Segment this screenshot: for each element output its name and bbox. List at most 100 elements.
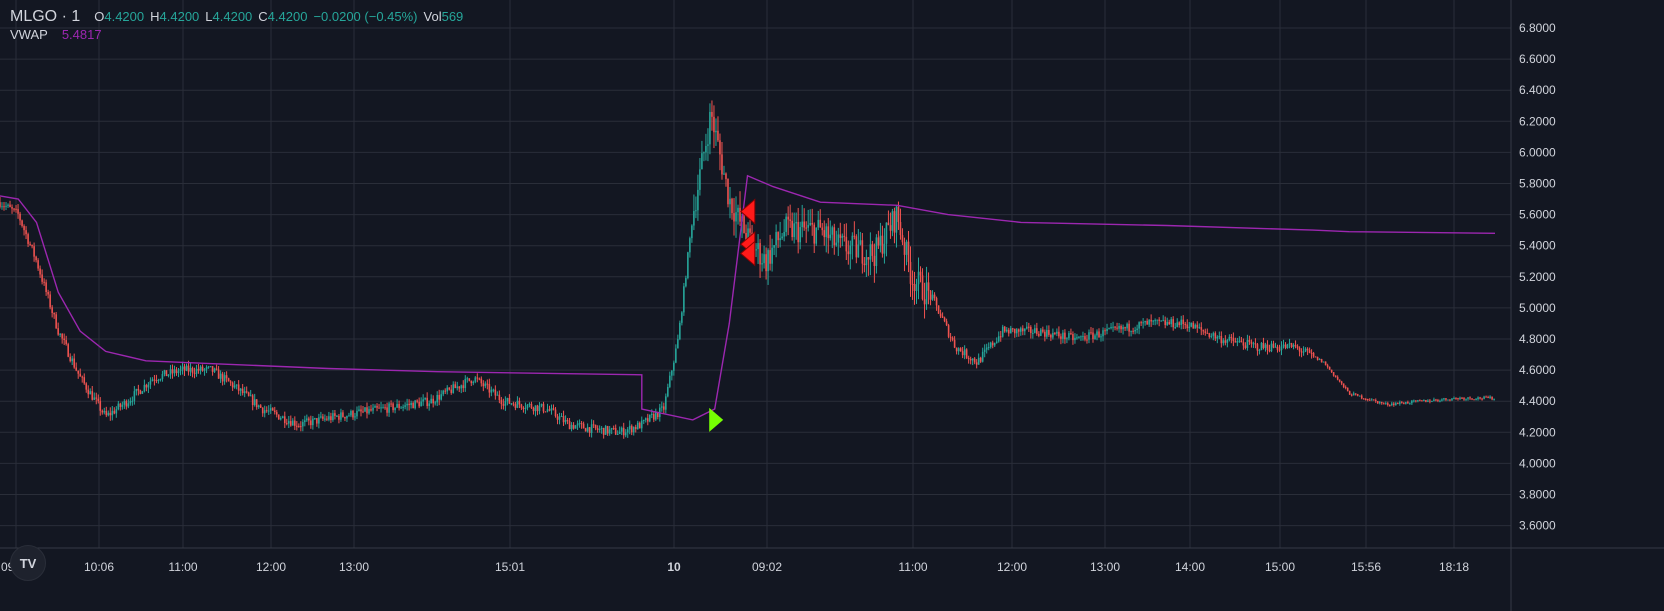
candle-body (285, 423, 288, 425)
candle-body (175, 369, 178, 374)
candle-body (1437, 400, 1439, 402)
candle-body (921, 275, 924, 300)
candle-body (1068, 333, 1070, 339)
candle-body (332, 413, 334, 421)
candle-body (161, 374, 164, 380)
candle-body (634, 427, 637, 430)
candle-body (300, 426, 302, 428)
tradingview-logo-icon[interactable]: TV (10, 545, 46, 581)
candle-body (1132, 330, 1134, 332)
high-value: 4.4200 (159, 9, 200, 24)
candle-body (344, 416, 346, 419)
candle-body (630, 425, 633, 433)
candle-body (809, 222, 812, 225)
candle-body (1058, 331, 1060, 337)
candle-body (644, 418, 647, 420)
candle-body (1188, 326, 1191, 329)
candle-body (149, 381, 152, 385)
candle-body (777, 232, 779, 241)
candle-body (997, 336, 1000, 342)
candle-body (314, 418, 316, 420)
candle-body (41, 274, 43, 282)
candle-body (841, 235, 844, 238)
candle-body (1048, 329, 1050, 335)
candle-body (43, 281, 45, 283)
candle-body (1302, 351, 1305, 353)
candle-body (628, 425, 631, 430)
candle-body (9, 204, 11, 208)
candle-body (773, 245, 775, 248)
candle-body (203, 369, 206, 371)
candle-body (171, 369, 174, 374)
candle-body (913, 284, 916, 292)
candle-body (153, 379, 156, 381)
candle-body (490, 389, 493, 393)
candle-body (526, 404, 529, 408)
symbol-label[interactable]: MLGO · 1 (10, 8, 81, 25)
candle-body (1425, 400, 1427, 402)
candle-body (87, 389, 90, 395)
candle-body (789, 219, 791, 221)
candle-body (418, 401, 420, 407)
candle-body (19, 213, 21, 221)
candle-body (398, 404, 400, 409)
candle-body (1479, 397, 1481, 399)
candle-body (1461, 397, 1463, 399)
candle-body (977, 357, 980, 365)
candle-body (442, 390, 445, 395)
candle-body (1409, 403, 1411, 405)
candle-body (265, 410, 268, 412)
candle-body (1380, 402, 1383, 404)
vwap-label[interactable]: VWAP (10, 27, 48, 42)
candle-body (873, 255, 876, 266)
price-axis[interactable]: 6.8000 6.6000 6.4000 6.2000 6.0000 5.8000 5.60… (1519, 21, 1556, 533)
candle-body (440, 394, 443, 400)
candle-body (167, 374, 170, 377)
x-tick-label: 14:00 (1175, 560, 1205, 574)
buy-marker-icon[interactable] (709, 407, 724, 432)
time-axis[interactable]: 09:0310:0611:0012:0013:0015:011009:0211:… (1, 560, 1469, 574)
sell-marker-icon[interactable] (740, 198, 756, 225)
candle-body (973, 358, 976, 363)
candle-body (45, 282, 47, 293)
sell-marker-icon[interactable] (740, 240, 756, 267)
candle-body (1156, 319, 1158, 321)
candle-body (1254, 343, 1257, 345)
candle-body (1320, 359, 1323, 363)
candle-body (989, 342, 992, 348)
candle-body (1090, 332, 1092, 334)
candle-body (1441, 399, 1443, 401)
candle-body (1453, 397, 1455, 399)
candle-body (855, 236, 858, 258)
candle-body (205, 367, 208, 370)
candle-body (117, 403, 120, 410)
candle-body (33, 246, 35, 257)
candle-body (580, 423, 583, 425)
candle-body (725, 173, 727, 180)
candle-body (1138, 322, 1140, 329)
candle-body (1260, 342, 1263, 351)
candle-body (322, 416, 324, 419)
candle-body (1384, 403, 1387, 405)
candle-body (1316, 357, 1319, 360)
candle-body (1182, 319, 1185, 325)
candle-body (83, 377, 86, 384)
candle-body (59, 333, 61, 335)
candle-body (518, 400, 521, 405)
candle-body (1368, 399, 1371, 401)
candle-body (510, 403, 513, 405)
candle-body (498, 394, 501, 401)
candle-body (23, 225, 25, 231)
candle-body (951, 337, 954, 340)
candle-body (1060, 336, 1062, 339)
candle-body (1399, 402, 1401, 404)
candle-body (422, 399, 424, 402)
candle-body (1194, 324, 1197, 329)
candle-body (1108, 328, 1110, 330)
candle-body (452, 384, 455, 393)
candle-body (1009, 328, 1012, 334)
candle-body (825, 226, 828, 238)
candle-body (564, 419, 567, 423)
